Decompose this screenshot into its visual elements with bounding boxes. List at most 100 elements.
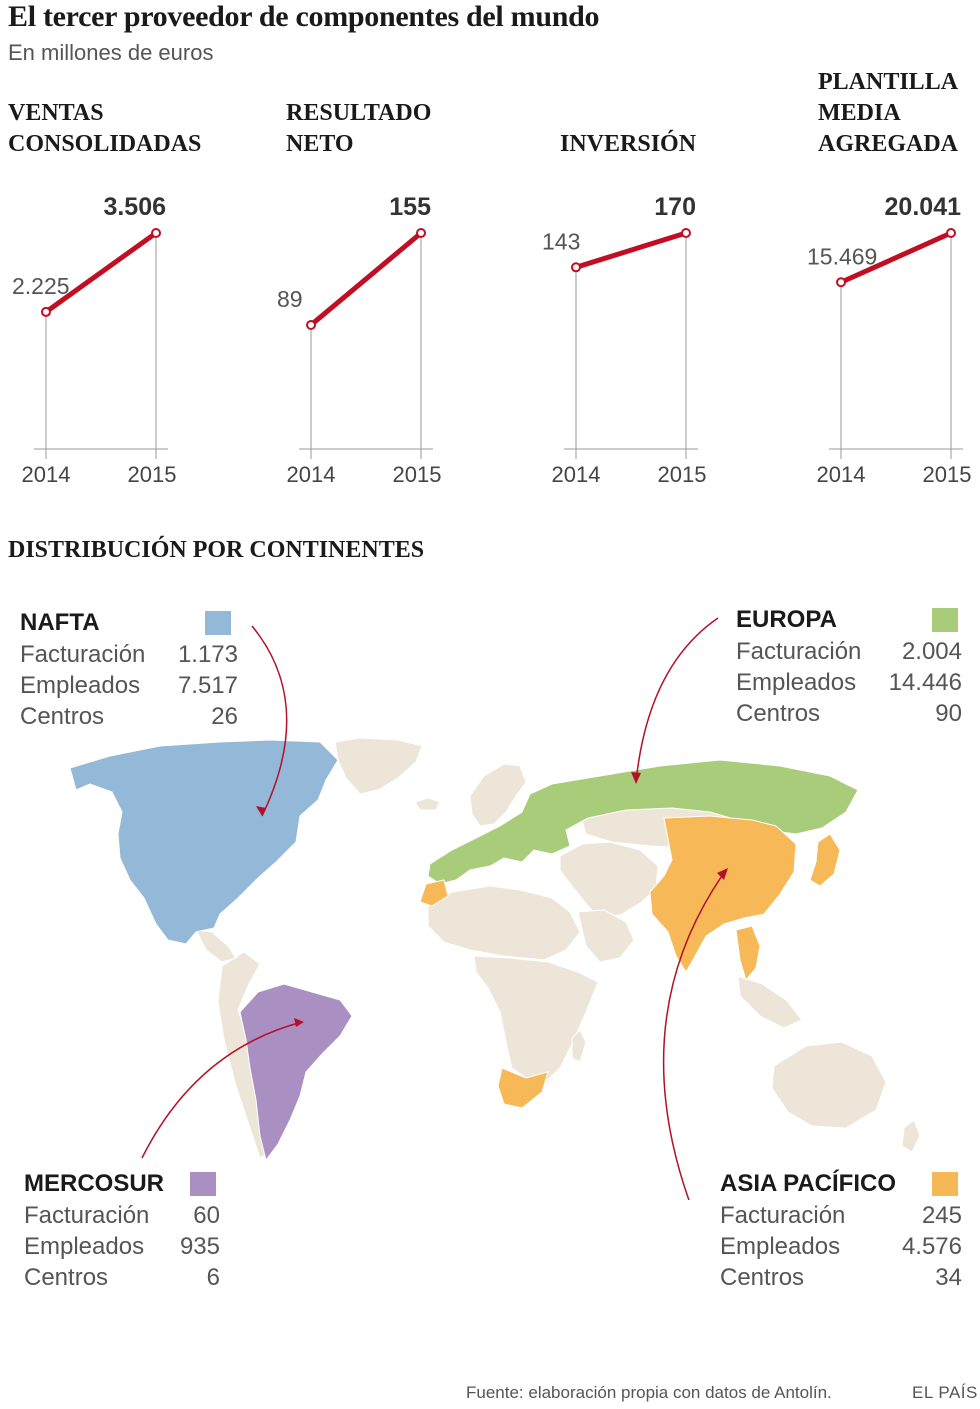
arrowhead-mercosur (294, 1018, 304, 1027)
arrow-asia (662, 869, 727, 1200)
chart-title-ventas: VENTAS CONSOLIDADAS (8, 98, 201, 160)
value-label-2014: 2.225 (12, 273, 70, 299)
chart-title-line: VENTAS (8, 100, 104, 126)
metric-row: Empleados 935 (24, 1231, 220, 1262)
series-line (573, 230, 689, 270)
callout-europa: EUROPA Facturación 2.004 Empleados 14.446 … (736, 604, 980, 729)
europa-swatch (932, 608, 958, 632)
africa (473, 955, 599, 1081)
arrow-europa (635, 617, 719, 783)
chart-inversion: 143 170 2014 2015 (542, 193, 707, 487)
new-zealand (901, 1119, 921, 1153)
metric-value: 6 (206, 1264, 220, 1291)
metric-value: 1.173 (177, 641, 238, 668)
metric-value: 26 (211, 703, 238, 730)
value-label-2015: 3.506 (103, 193, 166, 221)
point-2015 (681, 228, 691, 238)
metric-row: Facturación 60 (24, 1200, 220, 1231)
metric-value: 245 (921, 1202, 962, 1229)
australia (771, 1041, 887, 1129)
arrow-mercosur (141, 1021, 303, 1159)
page-subtitle: En millones de euros (8, 40, 214, 65)
chart-title-line: CONSOLIDADAS (8, 131, 202, 157)
arrow-nafta (251, 625, 288, 817)
world-map (69, 617, 921, 1200)
x-tick-2015: 2015 (393, 462, 442, 487)
metric-row: Empleados 14.446 (736, 667, 962, 698)
scandinavia (469, 763, 527, 827)
point-2014 (41, 306, 51, 317)
value-label-2015: 170 (654, 193, 696, 221)
metric-value: 4.576 (901, 1233, 962, 1260)
metric-value: 90 (935, 700, 962, 727)
region-mercosur (239, 983, 353, 1162)
metric-value: 935 (179, 1233, 220, 1260)
point-2014 (836, 277, 846, 288)
metric-row: Centros 34 (720, 1262, 962, 1293)
metric-label: Empleados (736, 669, 857, 696)
metric-row: Empleados 7.517 (20, 670, 238, 701)
x-tick-2015: 2015 (658, 462, 707, 487)
metric-value: 60 (193, 1202, 220, 1229)
metric-row: Empleados 4.576 (720, 1231, 962, 1262)
arrowhead-europa (631, 772, 641, 784)
metric-row: Facturación 1.173 (20, 639, 238, 670)
metric-label: Centros (24, 1264, 109, 1291)
metric-row: Facturación 2.004 (736, 636, 962, 667)
metric-row: Centros 26 (20, 701, 238, 732)
chart-title-line: MEDIA (818, 100, 901, 126)
metric-label: Empleados (720, 1233, 841, 1260)
metric-label: Centros (736, 700, 821, 727)
metric-row: Centros 6 (24, 1262, 220, 1293)
asia-indochina (735, 925, 761, 982)
metric-value: 14.446 (888, 669, 962, 696)
chart-title-inversion: INVERSIÓN (560, 129, 696, 160)
chart-resultado: 89 155 2014 2015 (277, 193, 442, 487)
metric-row: Facturación 245 (720, 1200, 962, 1231)
value-label-2015: 155 (389, 193, 431, 221)
chart-title-line: AGREGADA (818, 131, 959, 157)
madagascar (571, 1029, 587, 1063)
mercosur-swatch (190, 1172, 216, 1196)
central-america (195, 929, 237, 963)
asia-south-africa (497, 1067, 549, 1109)
point-2015 (416, 228, 426, 238)
point-2015 (946, 228, 956, 238)
series-line (43, 230, 159, 315)
arrow-heads (256, 772, 728, 1027)
callout-nafta: NAFTA Facturación 1.173 Empleados 7.517 Ce… (20, 607, 265, 732)
metric-label: Facturación (736, 638, 862, 665)
region-nafta (69, 739, 339, 945)
callout-asia-pacifico: ASIA PACÍFICO Facturación 245 Empleados 4.… (720, 1168, 965, 1293)
x-tick-2015: 2015 (128, 462, 177, 487)
metric-label: Facturación (24, 1202, 150, 1229)
metric-label: Empleados (20, 672, 141, 699)
asia-japan (809, 833, 841, 887)
series-line (308, 230, 424, 328)
value-label-2014: 15.469 (807, 243, 877, 269)
asia-china-india (649, 815, 797, 973)
region-name: MERCOSUR (24, 1170, 165, 1197)
asia-morocco (419, 879, 449, 907)
source-note: Fuente: elaboración propia con datos de … (466, 1383, 832, 1402)
metric-value: 2.004 (901, 638, 962, 665)
chart-ventas: 2.225 3.506 2014 2015 (12, 193, 177, 487)
page-title: El tercer proveedor de componentes del m… (8, 0, 600, 33)
brand-credit: EL PAÍS (912, 1383, 978, 1402)
arrowhead-asia (717, 868, 728, 880)
x-tick-2015: 2015 (923, 462, 972, 487)
arrowhead-nafta (256, 806, 266, 816)
x-tick-2014: 2014 (22, 462, 71, 487)
metric-row: Centros 90 (736, 698, 962, 729)
chart-title-line: INVERSIÓN (560, 131, 697, 157)
southeast-asia (737, 975, 803, 1029)
chart-title-line: PLANTILLA (818, 69, 959, 95)
metric-label: Facturación (720, 1202, 846, 1229)
middle-east (559, 841, 659, 921)
greenland (334, 737, 423, 795)
chart-title-line: RESULTADO (286, 100, 432, 126)
value-label-2015: 20.041 (885, 193, 962, 221)
arabia (577, 909, 635, 963)
region-asia-pacifico (419, 815, 841, 1109)
chart-title-plantilla: PLANTILLA MEDIA AGREGADA (818, 67, 958, 160)
